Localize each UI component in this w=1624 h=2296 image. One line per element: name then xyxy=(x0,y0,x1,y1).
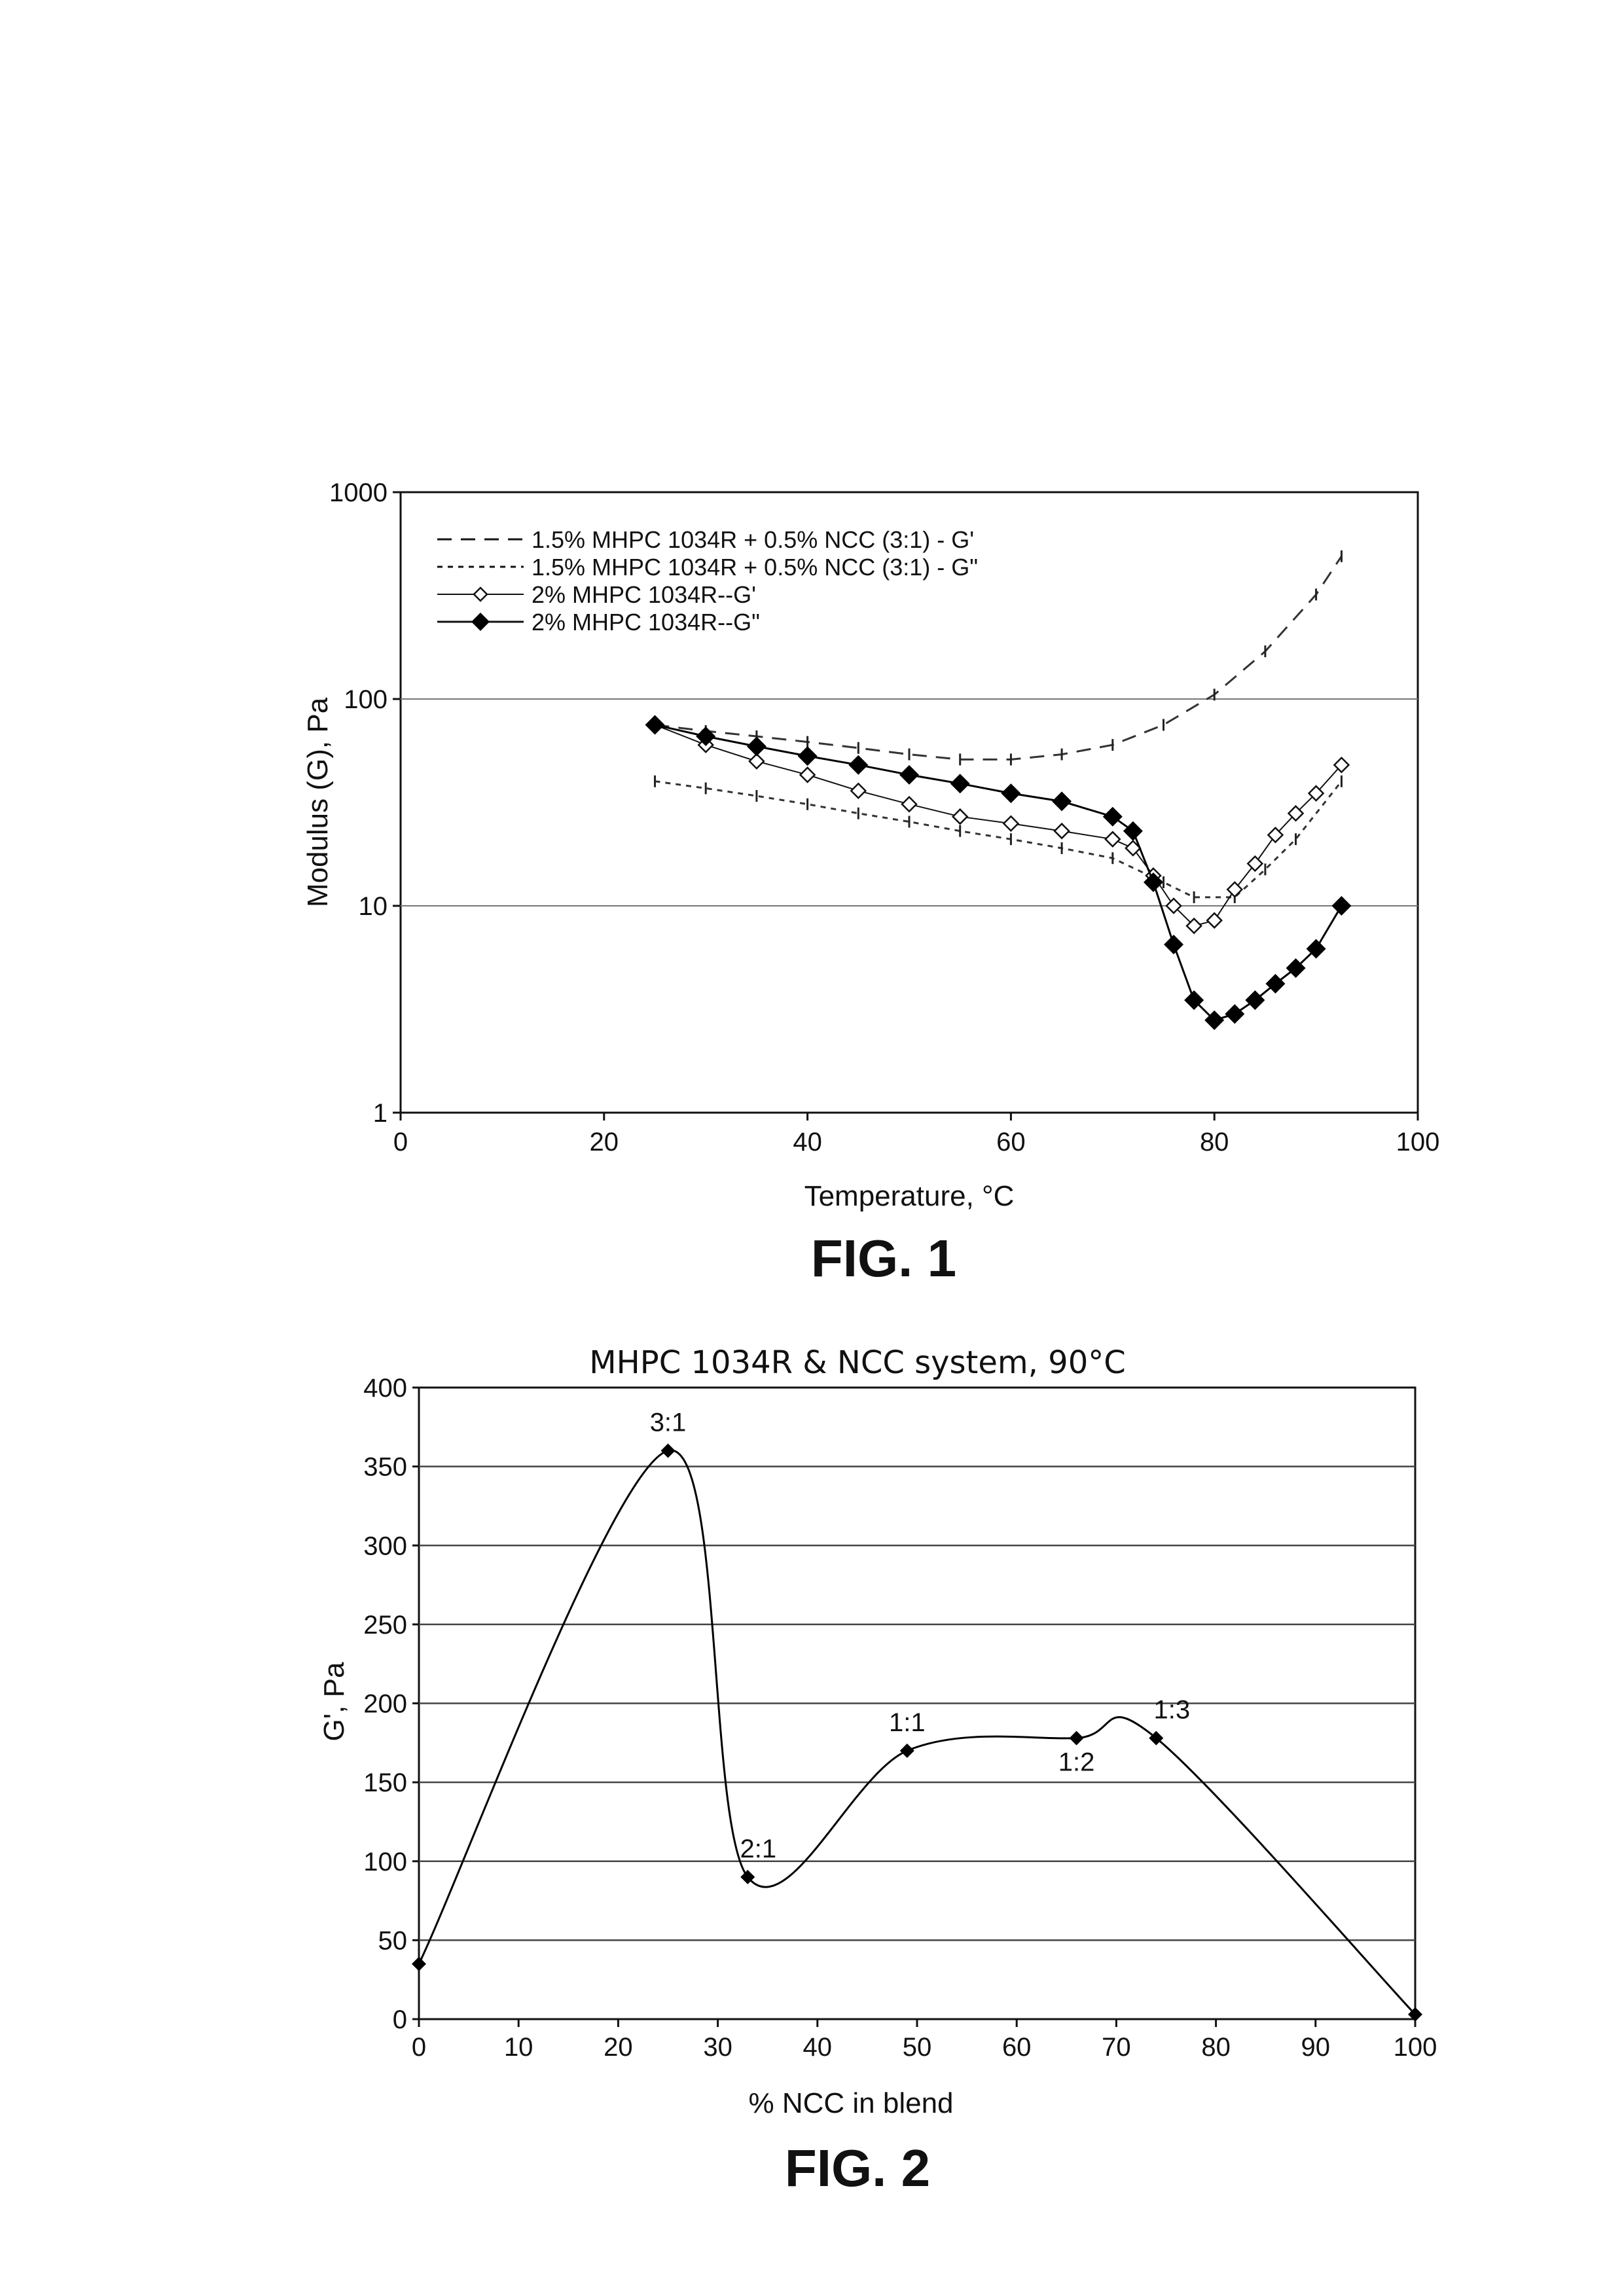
fig2-figure-label: FIG. 2 xyxy=(785,2139,930,2197)
fig1-series-line-2 xyxy=(655,781,1342,897)
fig1-y-tick-label: 10 xyxy=(359,892,388,921)
patent-figure-page: 020406080100 1101001000 1.5% MHPC 1034R … xyxy=(0,0,1624,2296)
fig1-data-point xyxy=(1265,974,1285,994)
fig1-data-point xyxy=(1055,824,1069,838)
fig1-legend: 1.5% MHPC 1034R + 0.5% NCC (3:1) - G'1.5… xyxy=(437,526,978,636)
fig1-chart: 0 20 40 60 80 100 1 10 100 1000 1.5% MHPC 1034R … xyxy=(302,478,1439,1287)
fig1-data-point xyxy=(798,746,818,766)
fig1-x-tick-label: 40 xyxy=(793,1128,822,1157)
fig1-data-point xyxy=(1123,821,1143,841)
fig2-gridlines xyxy=(419,1467,1415,1941)
fig2-point-label: 2:1 xyxy=(740,1835,776,1863)
fig1-x-axis-label: Temperature, °C xyxy=(804,1180,1015,1212)
fig2-x-ticks: 0 10 20 30 40 50 60 70 80 90 100 xyxy=(412,2019,1437,2062)
fig2-x-tick-label: 50 xyxy=(903,2033,932,2062)
fig2-x-tick-label: 10 xyxy=(504,2033,533,2062)
fig1-series-line-1 xyxy=(655,556,1342,760)
fig2-y-tick-label: 400 xyxy=(363,1374,407,1403)
fig1-data-point xyxy=(801,768,815,782)
fig2-x-tick-label: 0 xyxy=(412,2033,426,2062)
fig2-y-tick-label: 250 xyxy=(363,1611,407,1640)
fig1-data-point xyxy=(1225,1004,1244,1024)
fig1-data-point xyxy=(749,754,764,768)
fig2-y-tick-label: 0 xyxy=(393,2005,407,2034)
fig2-x-tick-label: 30 xyxy=(703,2033,732,2062)
fig2-point-label: 1:1 xyxy=(889,1708,926,1737)
fig1-y-tick-label: 1000 xyxy=(329,478,388,507)
fig2-x-tick-label: 90 xyxy=(1301,2033,1331,2062)
fig1-data-point xyxy=(1227,882,1242,897)
fig1-data-point xyxy=(899,765,919,785)
legend-marker xyxy=(471,613,490,631)
fig1-data-point xyxy=(953,810,967,824)
fig1-x-tick-label: 20 xyxy=(590,1128,619,1157)
fig1-data-point xyxy=(1164,935,1183,954)
fig2-data-point xyxy=(900,1744,914,1758)
fig1-x-tick-label: 80 xyxy=(1200,1128,1229,1157)
fig1-y-axis-label: Modulus (G), Pa xyxy=(302,697,334,907)
fig1-data-point xyxy=(696,726,715,746)
fig1-x-ticks: 0 20 40 60 80 100 xyxy=(393,1113,1440,1157)
fig2-y-tick-label: 100 xyxy=(363,1848,407,1876)
fig2-y-tick-label: 50 xyxy=(378,1926,408,1955)
fig1-y-tick-label: 100 xyxy=(344,685,388,714)
fig2-point-label: 3:1 xyxy=(650,1408,687,1437)
legend-label-3: 2% MHPC 1034R--G' xyxy=(532,581,756,608)
fig1-data-point xyxy=(1106,832,1120,846)
fig2-x-tick-label: 20 xyxy=(604,2033,633,2062)
fig2-data-point xyxy=(412,1957,426,1971)
fig1-data-point xyxy=(1003,816,1018,831)
fig2-y-tick-label: 300 xyxy=(363,1532,407,1560)
fig2-series: 3:1 2:1 1:1 1:2 1:3 xyxy=(412,1408,1422,2022)
fig2-y-tick-label: 200 xyxy=(363,1690,407,1719)
legend-label-2: 1.5% MHPC 1034R + 0.5% NCC (3:1) - G" xyxy=(532,554,978,581)
fig2-y-tick-label: 350 xyxy=(363,1453,407,1482)
fig1-x-tick-label: 100 xyxy=(1396,1128,1440,1157)
legend-marker xyxy=(474,588,487,601)
fig1-figure-label: FIG. 1 xyxy=(811,1229,956,1287)
fig2-point-label: 1:2 xyxy=(1058,1748,1095,1777)
fig1-data-point xyxy=(1245,990,1265,1010)
fig2-x-tick-label: 40 xyxy=(803,2033,833,2062)
fig1-data-point xyxy=(1207,913,1221,927)
fig1-data-point xyxy=(1052,791,1072,811)
fig1-x-tick-label: 0 xyxy=(393,1128,408,1157)
fig1-y-tick-label: 1 xyxy=(373,1099,388,1128)
fig1-data-point xyxy=(645,715,665,734)
fig2-x-tick-label: 60 xyxy=(1002,2033,1032,2062)
fig2-data-point xyxy=(1070,1731,1084,1746)
fig2-x-tick-label: 80 xyxy=(1201,2033,1231,2062)
fig2-y-tick-label: 150 xyxy=(363,1768,407,1797)
fig2-x-tick-label: 100 xyxy=(1394,2033,1437,2062)
fig1-data-point xyxy=(1331,896,1351,916)
fig2-y-axis-label: G', Pa xyxy=(318,1662,350,1741)
fig2-point-label: 1:3 xyxy=(1153,1696,1190,1725)
fig2-chart: 0 10 20 30 40 50 60 70 80 90 100 0 50 100 150 200 250 30… xyxy=(318,1344,1437,2197)
fig2-x-tick-label: 70 xyxy=(1102,2033,1131,2062)
fig1-data-point xyxy=(902,797,916,812)
fig1-data-point xyxy=(1001,783,1020,803)
fig2-data-point xyxy=(661,1444,676,1458)
fig1-data-point xyxy=(851,783,865,798)
fig2-title: MHPC 1034R & NCC system, 90°C xyxy=(589,1344,1126,1381)
fig2-x-axis-label: % NCC in blend xyxy=(748,2087,953,2119)
fig1-y-ticks: 1 10 100 1000 xyxy=(329,478,401,1128)
fig1-series-line-4 xyxy=(655,725,1342,1020)
legend-label-1: 1.5% MHPC 1034R + 0.5% NCC (3:1) - G' xyxy=(532,526,974,553)
fig1-data-point xyxy=(1248,856,1262,870)
fig1-data-point xyxy=(747,736,767,756)
legend-label-4: 2% MHPC 1034R--G" xyxy=(532,609,760,636)
fig1-data-point xyxy=(950,774,970,793)
fig1-data-point xyxy=(1103,807,1123,827)
fig2-y-ticks: 0 50 100 150 200 250 300 350 400 xyxy=(363,1374,419,2034)
fig1-x-tick-label: 60 xyxy=(996,1128,1026,1157)
fig1-data-point xyxy=(848,755,868,775)
